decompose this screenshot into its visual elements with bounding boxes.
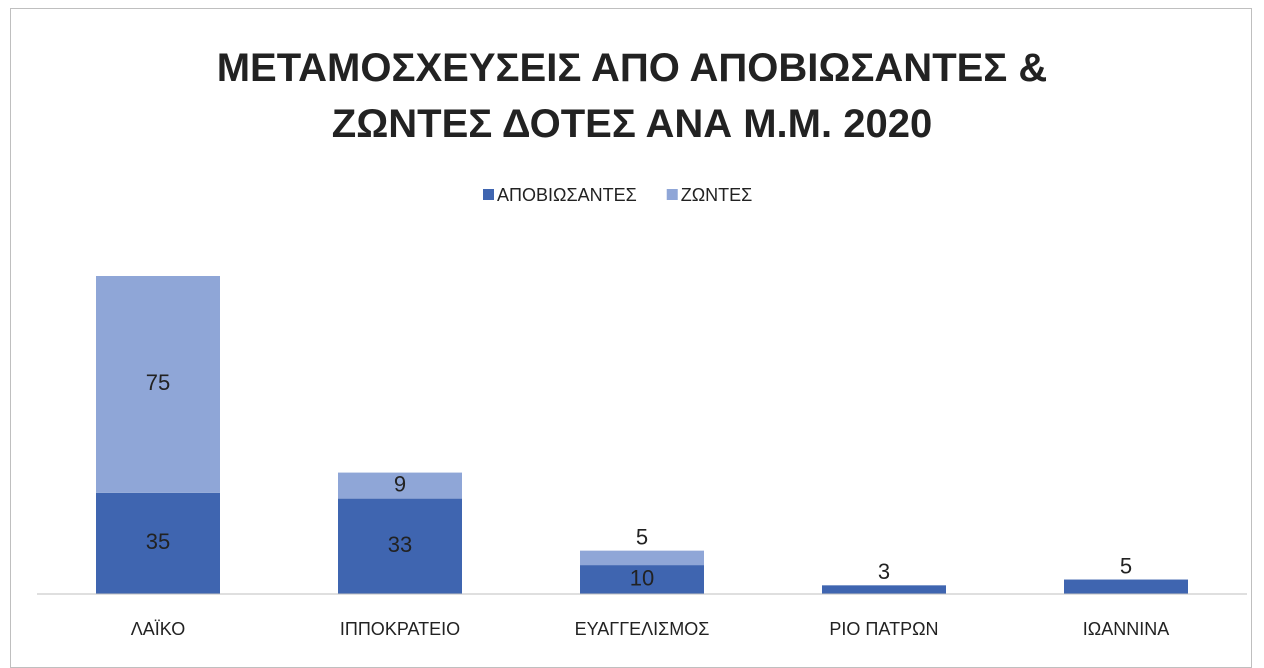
data-label: 5 [636,524,648,549]
x-tick-label: ΙΠΠΟΚΡΑΤΕΙΟ [340,619,460,639]
bar-segment [338,472,462,499]
x-tick-label: ΙΩΑΝΝΙΝΑ [1083,619,1169,639]
legend-swatch [666,189,678,200]
page: ΜΕΤΑΜΟΣΧΕΥΣΕΙΣ ΑΠΟ ΑΠΟΒΙΩΣΑΝΤΕΣ & ΖΩΝΤΕΣ… [10,8,1252,668]
legend-label: ΖΩΝΤΕΣ [681,185,753,205]
bar-segment [580,565,704,594]
x-tick-label: ΛΑΪΚΟ [131,619,185,639]
data-label: 10 [630,565,654,590]
data-label: 9 [394,471,406,496]
legend-swatch [483,189,494,200]
chart: ΑΠΟΒΙΩΣΑΝΤΕΣ ΖΩΝΤΕΣ3575ΛΑΪΚΟ339ΙΠΠΟΚΡΑΤΕΙ… [37,185,1247,639]
data-label: 33 [388,532,412,557]
bar-segment [96,276,220,493]
bar-segment [338,498,462,594]
bar-segment [1064,579,1188,594]
bar-segment [96,492,220,594]
bar-segment [822,585,946,594]
x-tick-label: ΡΙΟ ΠΑΤΡΩΝ [829,619,938,639]
data-label: 5 [1120,553,1132,578]
data-label: 75 [146,370,170,395]
chart-title: ΜΕΤΑΜΟΣΧΕΥΣΕΙΣ ΑΠΟ ΑΠΟΒΙΩΣΑΝΤΕΣ & ΖΩΝΤΕΣ… [216,46,1048,146]
legend-label: ΑΠΟΒΙΩΣΑΝΤΕΣ [497,185,637,205]
data-label: 3 [878,559,890,584]
data-label: 35 [146,529,170,554]
bar-segment [580,550,704,566]
x-tick-label: ΕΥΑΓΓΕΛΙΣΜΟΣ [575,619,710,639]
